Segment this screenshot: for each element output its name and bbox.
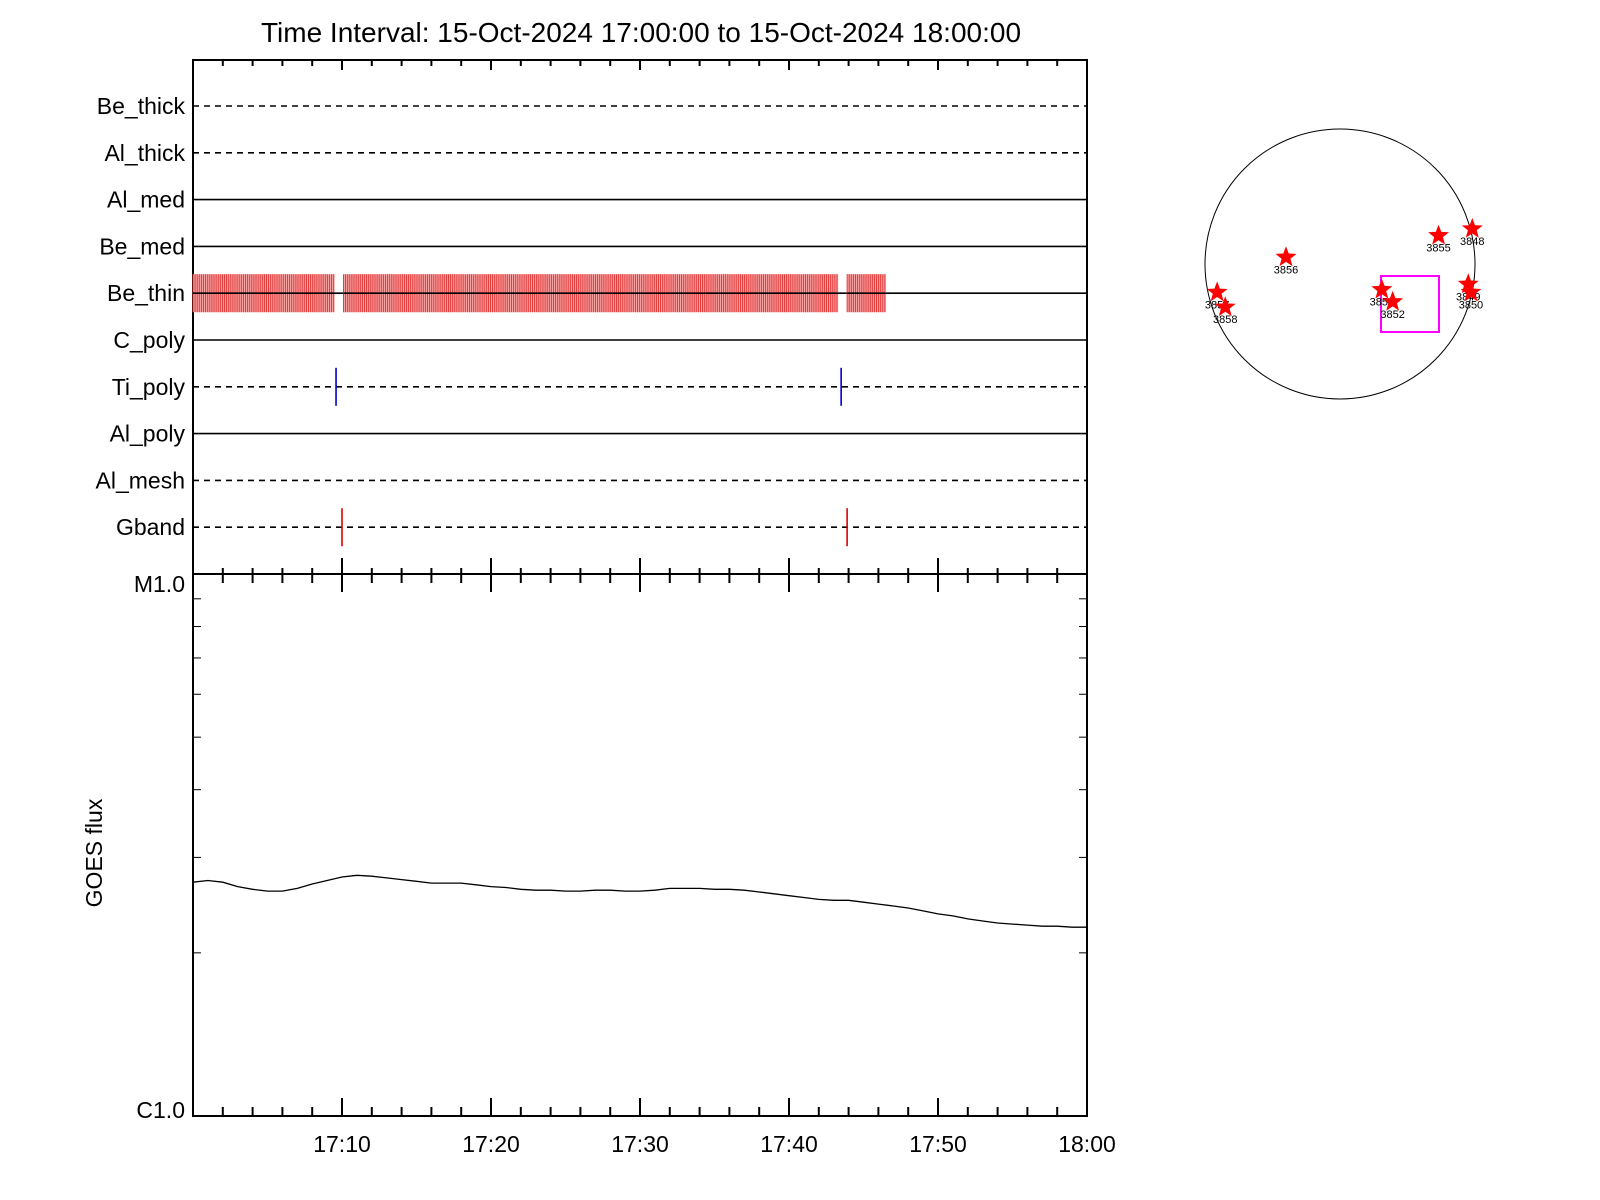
active-region-label: 3848 [1460,236,1484,248]
selection-box [1380,275,1440,333]
x-tick-label: 17:40 [760,1131,818,1157]
timeline-frame [192,59,1088,575]
row-label-Be_med: Be_med [99,233,185,259]
x-tick-label: 18:00 [1058,1131,1116,1157]
active-region-star [1461,217,1483,238]
x-tick-label: 17:30 [611,1131,669,1157]
row-label-Be_thick: Be_thick [97,93,186,119]
active-region-star [1460,281,1482,302]
active-region-label: 3850 [1459,299,1483,311]
row-label-Al_thick: Al_thick [104,140,185,166]
row-label-Al_poly: Al_poly [110,421,186,447]
active-region-star [1275,246,1297,267]
active-region-star [1214,296,1236,317]
y-axis-top-label: M1.0 [134,571,185,597]
coverage-block [192,274,335,313]
active-region-star [1382,290,1404,311]
row-label-C_poly: C_poly [113,327,185,353]
row-label-Al_mesh: Al_mesh [96,467,185,493]
solar-disk-limb [1204,128,1476,400]
goes-flux-line [192,874,1087,928]
active-region-star [1428,224,1449,245]
x-tick-label: 17:50 [909,1131,967,1157]
coverage-block [343,274,839,313]
x-tick-label: 17:20 [462,1131,520,1157]
row-label-Ti_poly: Ti_poly [112,374,186,400]
coverage-block [846,274,886,313]
active-region-star [1457,273,1479,294]
active-region-star [1371,278,1393,299]
y-axis-bottom-label: C1.0 [136,1097,185,1123]
row-label-Al_med: Al_med [107,187,185,213]
x-tick-label: 17:10 [313,1131,371,1157]
active-region-label: 3858 [1213,314,1237,326]
active-region-star [1206,281,1228,302]
solar-disk-map: 385638553848385738583854385238493850 [1204,128,1485,400]
active-region-label: 3856 [1274,264,1298,276]
flux-frame [192,573,1088,1117]
instrument-timeline-panel: Be_thick Al_thick Al_med Be_med Be_thin C_pol… [96,59,1088,575]
row-label-Be_thin: Be_thin [107,280,185,306]
active-region-label: 3852 [1380,309,1404,321]
goes-flux-panel: M1.0 C1.0 GOES flux 17:10 17:20 17:30 17:40… [81,558,1116,1157]
y-axis-label: GOES flux [81,798,107,907]
row-label-Gband: Gband [116,514,185,540]
active-region-label: 3855 [1426,243,1450,255]
chart-title: Time Interval: 15-Oct-2024 17:00:00 to 1… [261,17,1021,48]
